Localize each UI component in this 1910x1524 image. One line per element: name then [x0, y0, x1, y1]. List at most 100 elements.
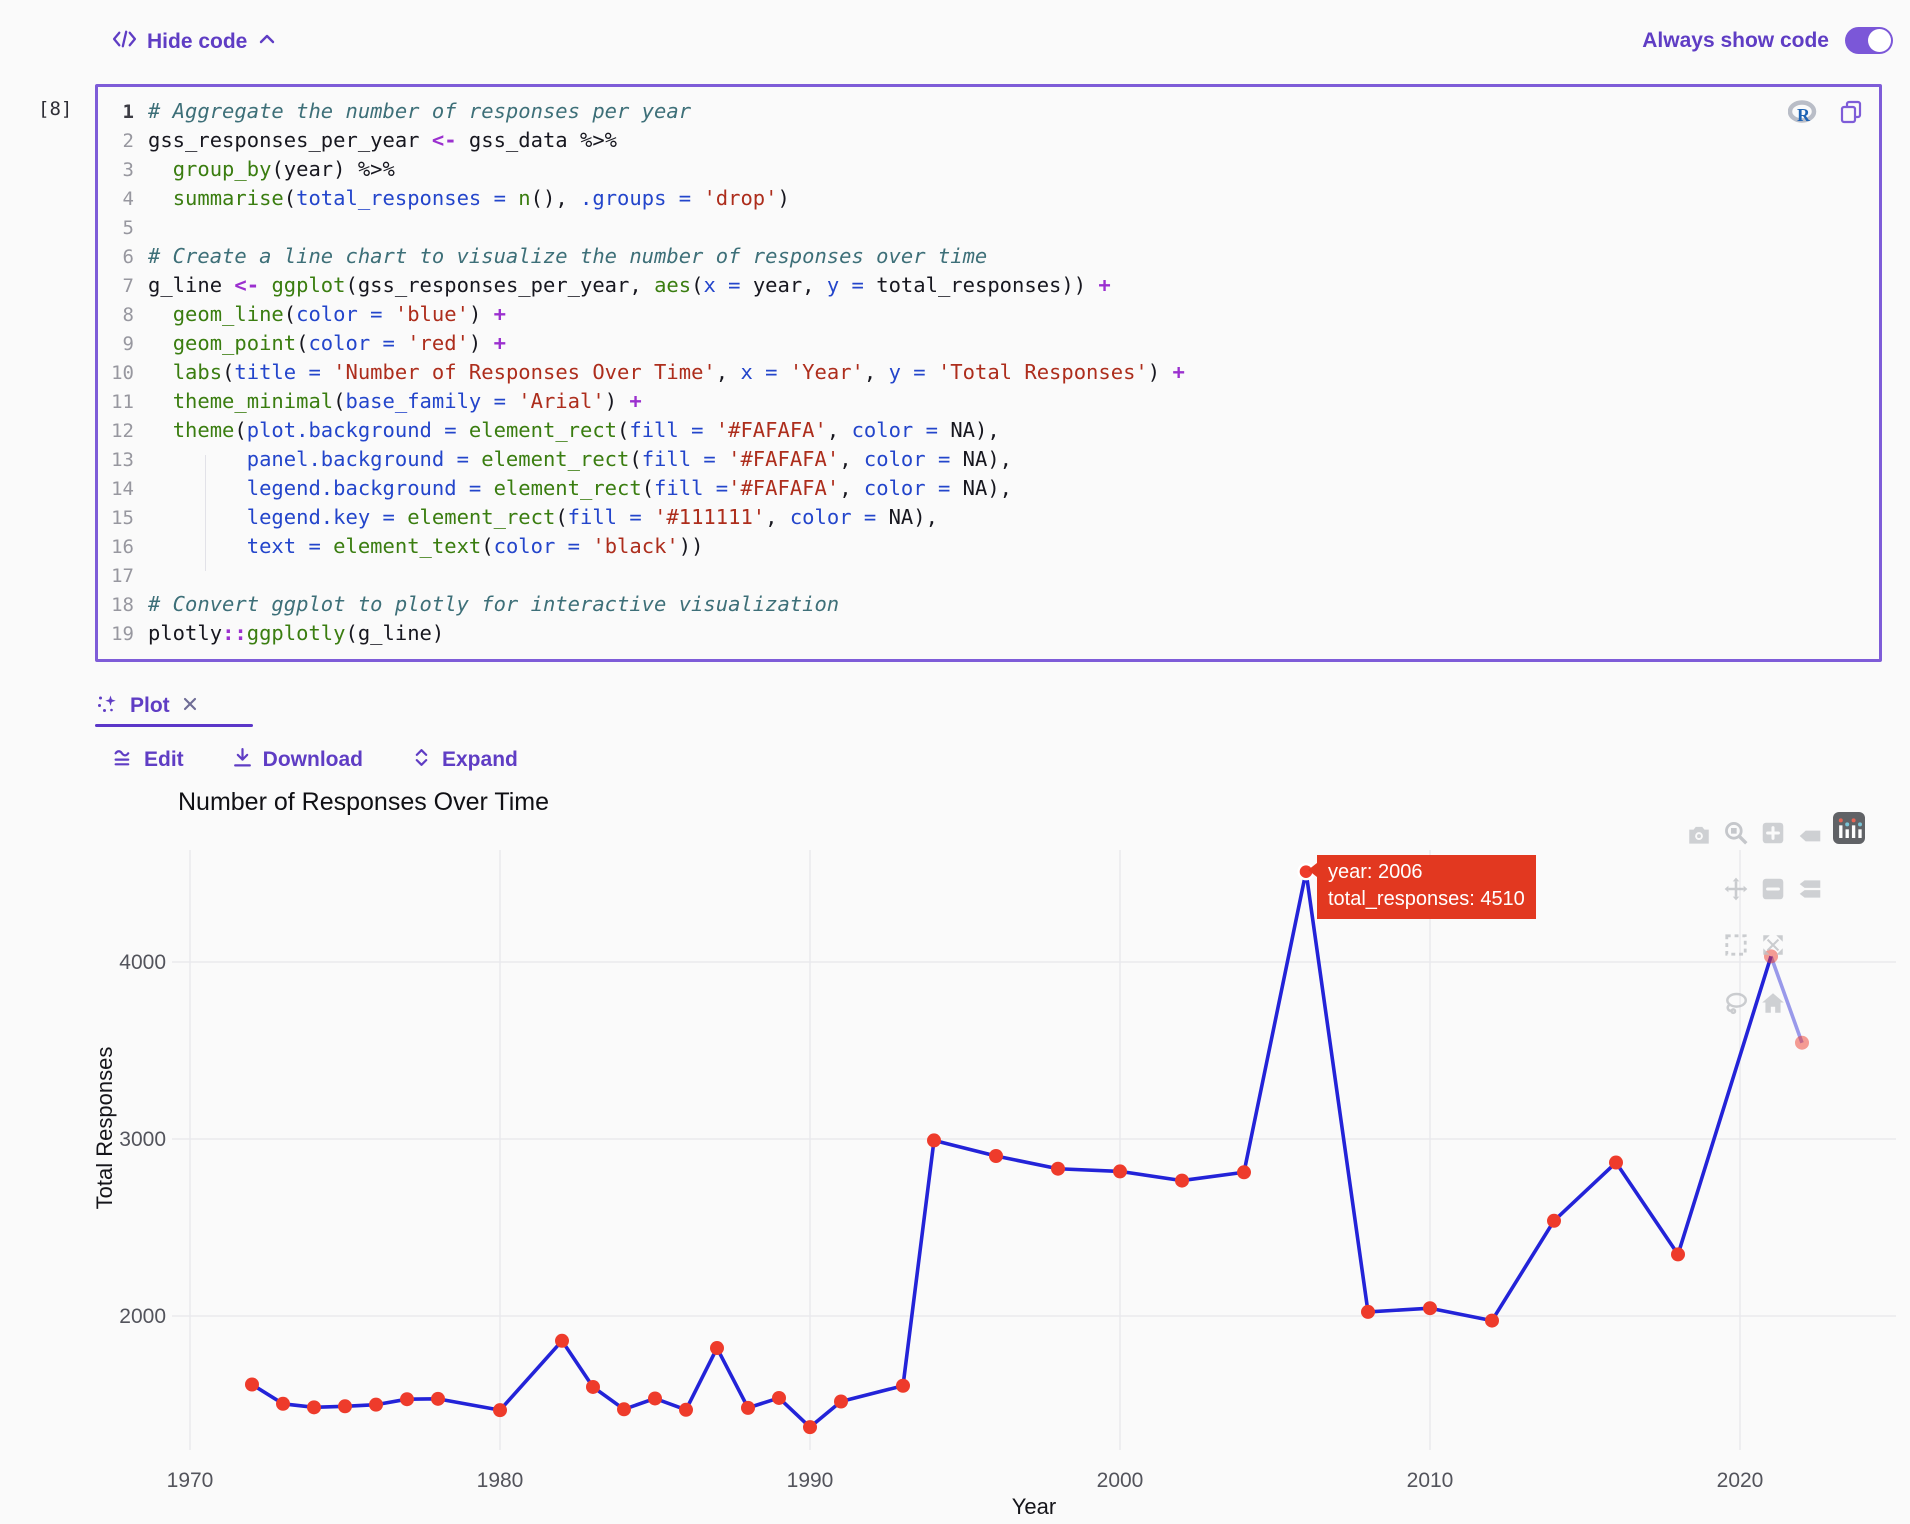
line-number: 14 — [111, 478, 134, 500]
output-tabs: Plot — [95, 690, 253, 727]
data-point[interactable] — [834, 1394, 848, 1409]
data-point[interactable] — [431, 1391, 445, 1406]
data-point[interactable] — [1423, 1301, 1437, 1316]
download-button[interactable]: Download — [231, 746, 363, 774]
close-icon[interactable] — [181, 695, 199, 718]
svg-text:R: R — [1797, 105, 1811, 125]
camera-icon[interactable] — [1686, 822, 1712, 848]
data-point[interactable] — [1113, 1164, 1127, 1179]
data-point[interactable] — [1051, 1161, 1065, 1176]
y-axis-title: Total Responses — [92, 1047, 117, 1210]
data-point[interactable] — [896, 1378, 910, 1393]
data-point[interactable] — [989, 1148, 1003, 1163]
data-point[interactable] — [493, 1403, 507, 1418]
line-number: 10 — [111, 362, 134, 384]
data-point[interactable] — [1175, 1173, 1189, 1188]
data-point[interactable] — [741, 1400, 755, 1415]
data-point[interactable] — [400, 1392, 414, 1407]
code-line[interactable]: 4 summarise(total_responses = n(), .grou… — [104, 184, 1879, 213]
code-line[interactable]: 19 plotly::ggplotly(g_line) — [104, 619, 1879, 648]
code-line[interactable]: 11 theme_minimal(base_family = 'Arial') … — [104, 387, 1879, 416]
data-point[interactable] — [710, 1341, 724, 1356]
expand-label: Expand — [442, 748, 518, 771]
data-point[interactable] — [1361, 1304, 1375, 1319]
data-point[interactable] — [1485, 1313, 1499, 1328]
always-show-code-label: Always show code — [1642, 28, 1829, 52]
code-line[interactable]: 12 theme(plot.background = element_rect(… — [104, 416, 1879, 445]
line-number: 13 — [111, 449, 134, 471]
data-point[interactable] — [307, 1400, 321, 1415]
line-number: 11 — [111, 391, 134, 413]
edit-chart-icon — [112, 746, 135, 774]
zoom-in-icon[interactable] — [1760, 820, 1786, 846]
line-number: 8 — [122, 304, 134, 326]
y-tick-label: 4000 — [119, 951, 166, 974]
code-cell: 1 # Aggregate the number of responses per… — [95, 84, 1882, 662]
code-line[interactable]: 1 # Aggregate the number of responses per… — [104, 97, 1879, 126]
x-tick-label: 1970 — [167, 1469, 214, 1492]
hover-compare-icon[interactable] — [1797, 876, 1823, 902]
code-line[interactable]: 6 # Create a line chart to visualize the … — [104, 242, 1879, 271]
data-point[interactable] — [772, 1390, 786, 1405]
data-point[interactable] — [555, 1333, 569, 1348]
data-point[interactable] — [1671, 1247, 1685, 1262]
code-icon — [112, 28, 137, 55]
hide-code-button[interactable]: Hide code — [112, 28, 277, 55]
code-line[interactable]: 2 gss_responses_per_year <- gss_data %>% — [104, 126, 1879, 155]
tab-plot[interactable]: Plot — [95, 690, 199, 722]
pan-icon[interactable] — [1723, 876, 1749, 902]
zoom-out-icon[interactable] — [1760, 876, 1786, 902]
line-number: 16 — [111, 536, 134, 558]
line-number: 17 — [111, 565, 134, 587]
data-point[interactable] — [927, 1133, 941, 1148]
data-point[interactable] — [586, 1379, 600, 1394]
data-point[interactable] — [679, 1402, 693, 1417]
plotly-logo-icon[interactable] — [1833, 812, 1865, 844]
code-line[interactable]: 10 labs(title = 'Number of Responses Ove… — [104, 358, 1879, 387]
code-line[interactable]: 15 legend.key = element_rect(fill = '#11… — [104, 503, 1879, 532]
data-point[interactable] — [338, 1399, 352, 1414]
data-point[interactable] — [1609, 1155, 1623, 1170]
data-point[interactable] — [369, 1397, 383, 1412]
code-line[interactable]: 7 g_line <- ggplot(gss_responses_per_year… — [104, 271, 1879, 300]
hover-closest-icon[interactable] — [1797, 823, 1823, 849]
data-point[interactable] — [276, 1396, 290, 1411]
edit-label: Edit — [144, 748, 184, 771]
edit-button[interactable]: Edit — [112, 746, 184, 774]
code-line[interactable]: 9 geom_point(color = 'red') + — [104, 329, 1879, 358]
x-axis-title: Year — [1012, 1494, 1056, 1519]
chart-line[interactable] — [251, 869, 1773, 1429]
autoscale-icon[interactable] — [1760, 932, 1786, 958]
hover-tooltip: year: 2006 total_responses: 4510 — [1308, 854, 1536, 919]
code-line[interactable]: 8 geom_line(color = 'blue') + — [104, 300, 1879, 329]
always-show-code-toggle[interactable] — [1845, 27, 1893, 54]
line-number: 15 — [111, 507, 134, 529]
data-point[interactable] — [648, 1391, 662, 1406]
data-point[interactable] — [1547, 1213, 1561, 1228]
line-number: 6 — [122, 246, 134, 268]
line-number: 4 — [122, 188, 134, 210]
code-line[interactable]: 3 group_by(year) %>% — [104, 155, 1879, 184]
box-select-icon[interactable] — [1723, 932, 1749, 958]
code-line[interactable]: 13 panel.background = element_rect(fill … — [104, 445, 1879, 474]
data-point[interactable] — [1795, 1035, 1809, 1050]
tab-plot-label: Plot — [130, 694, 170, 717]
line-number: 12 — [111, 420, 134, 442]
x-tick-label: 2000 — [1097, 1469, 1144, 1492]
zoom-icon[interactable] — [1723, 820, 1749, 846]
code-editor[interactable]: 1 # Aggregate the number of responses per… — [104, 97, 1879, 648]
code-line[interactable]: 18 # Convert ggplot to plotly for interac… — [104, 590, 1879, 619]
r-language-icon: R — [1787, 99, 1819, 130]
code-line[interactable]: 5 — [104, 213, 1879, 242]
lasso-icon[interactable] — [1723, 990, 1749, 1016]
code-line[interactable]: 14 legend.background = element_rect(fill… — [104, 474, 1879, 503]
code-line[interactable]: 17 — [104, 561, 1879, 590]
expand-button[interactable]: Expand — [410, 746, 518, 774]
data-point[interactable] — [803, 1420, 817, 1435]
home-icon[interactable] — [1760, 990, 1786, 1016]
copy-icon[interactable] — [1839, 99, 1863, 130]
data-point[interactable] — [245, 1377, 259, 1392]
data-point[interactable] — [617, 1402, 631, 1417]
code-line[interactable]: 16 text = element_text(color = 'black')) — [104, 532, 1879, 561]
data-point[interactable] — [1237, 1165, 1251, 1180]
